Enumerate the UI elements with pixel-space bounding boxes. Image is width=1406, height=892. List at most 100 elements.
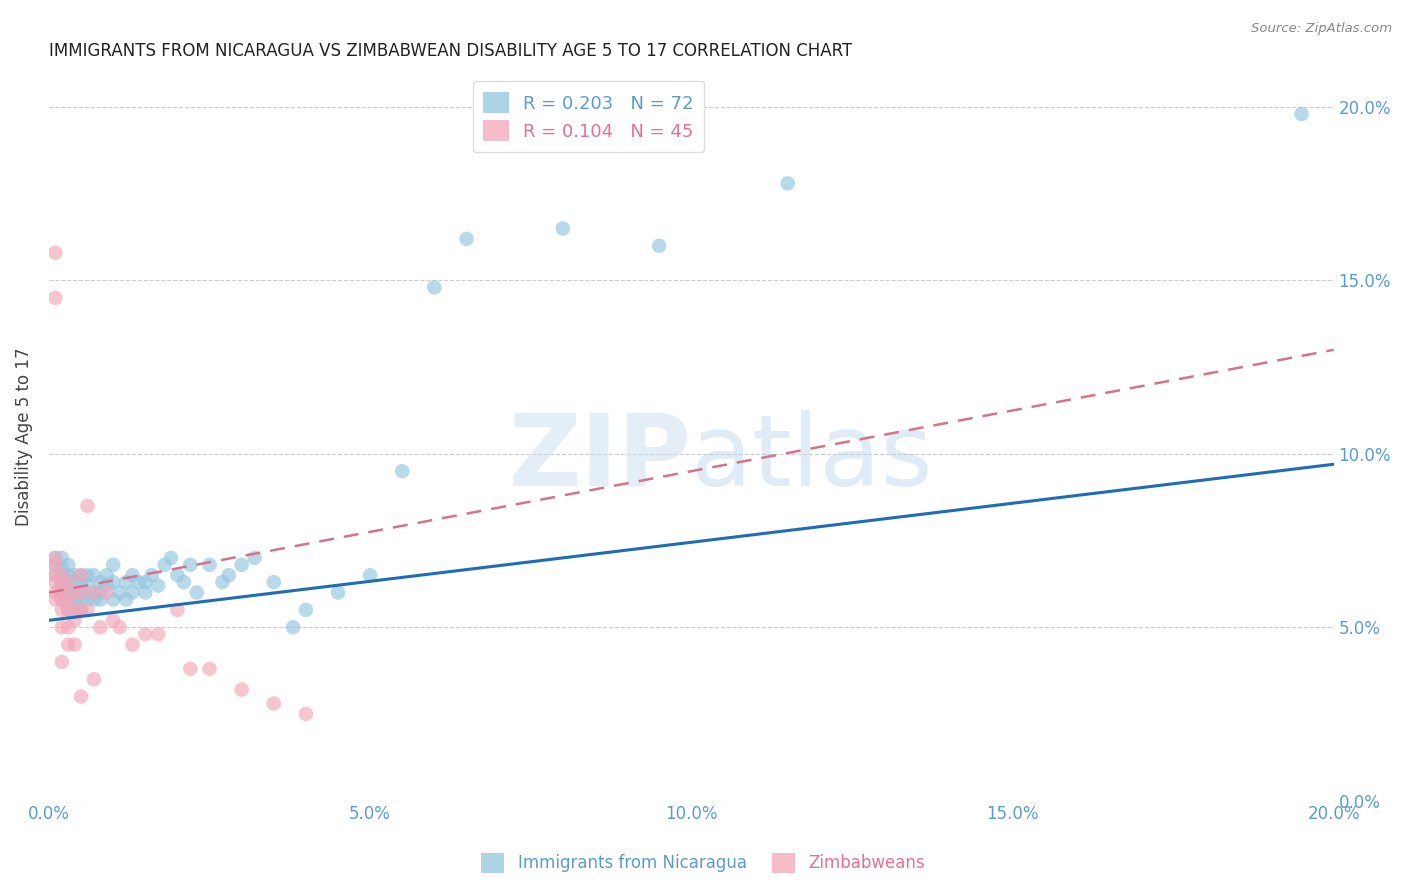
Point <box>198 662 221 676</box>
Point <box>96 585 118 599</box>
Point <box>121 568 143 582</box>
Point <box>89 592 111 607</box>
Point <box>103 592 125 607</box>
Point <box>63 638 86 652</box>
Point <box>58 579 80 593</box>
Point <box>70 690 93 704</box>
Point <box>231 682 253 697</box>
Point <box>44 568 66 582</box>
Point <box>96 568 118 582</box>
Point <box>51 592 73 607</box>
Point <box>63 585 86 599</box>
Point <box>146 627 169 641</box>
Point <box>134 585 156 599</box>
Point <box>44 558 66 572</box>
Point <box>58 603 80 617</box>
Point <box>231 558 253 572</box>
Point <box>134 627 156 641</box>
Point <box>70 585 93 599</box>
Point <box>70 568 93 582</box>
Point <box>83 592 105 607</box>
Point <box>83 568 105 582</box>
Point <box>776 177 799 191</box>
Point <box>76 579 98 593</box>
Point <box>83 672 105 686</box>
Point <box>263 697 285 711</box>
Point <box>76 499 98 513</box>
Point <box>76 568 98 582</box>
Point <box>153 558 176 572</box>
Point <box>58 568 80 582</box>
Point <box>89 575 111 590</box>
Point <box>58 575 80 590</box>
Legend: Immigrants from Nicaragua, Zimbabweans: Immigrants from Nicaragua, Zimbabweans <box>474 847 932 880</box>
Point <box>243 550 266 565</box>
Point <box>70 568 93 582</box>
Point <box>51 568 73 582</box>
Point <box>89 585 111 599</box>
Point <box>63 603 86 617</box>
Point <box>44 568 66 582</box>
Point <box>121 638 143 652</box>
Point <box>70 579 93 593</box>
Point <box>58 592 80 607</box>
Point <box>58 585 80 599</box>
Point <box>51 585 73 599</box>
Point <box>44 575 66 590</box>
Point <box>211 575 233 590</box>
Text: ZIP: ZIP <box>509 409 692 507</box>
Point <box>281 620 304 634</box>
Point <box>76 592 98 607</box>
Point <box>648 239 671 253</box>
Point <box>326 585 349 599</box>
Point <box>295 603 318 617</box>
Point <box>44 291 66 305</box>
Point <box>70 592 93 607</box>
Point <box>51 655 73 669</box>
Point <box>51 575 73 590</box>
Point <box>146 579 169 593</box>
Point <box>218 568 240 582</box>
Point <box>70 603 93 617</box>
Text: IMMIGRANTS FROM NICARAGUA VS ZIMBABWEAN DISABILITY AGE 5 TO 17 CORRELATION CHART: IMMIGRANTS FROM NICARAGUA VS ZIMBABWEAN … <box>49 42 852 60</box>
Point <box>128 575 150 590</box>
Text: Source: ZipAtlas.com: Source: ZipAtlas.com <box>1251 22 1392 36</box>
Point <box>63 575 86 590</box>
Point <box>51 592 73 607</box>
Y-axis label: Disability Age 5 to 17: Disability Age 5 to 17 <box>15 347 32 525</box>
Point <box>51 550 73 565</box>
Point <box>63 592 86 607</box>
Point <box>456 232 478 246</box>
Point <box>44 550 66 565</box>
Point <box>186 585 208 599</box>
Point <box>115 592 138 607</box>
Point <box>134 575 156 590</box>
Point <box>83 585 105 599</box>
Point <box>103 575 125 590</box>
Point <box>295 706 318 721</box>
Text: atlas: atlas <box>692 409 934 507</box>
Point <box>63 585 86 599</box>
Point <box>551 221 574 235</box>
Point <box>1291 107 1313 121</box>
Point <box>96 579 118 593</box>
Point <box>76 603 98 617</box>
Point <box>103 558 125 572</box>
Point <box>121 585 143 599</box>
Point <box>160 550 183 565</box>
Point <box>198 558 221 572</box>
Point <box>63 613 86 627</box>
Point <box>58 592 80 607</box>
Point <box>44 245 66 260</box>
Point <box>391 464 413 478</box>
Point <box>44 585 66 599</box>
Point <box>51 568 73 582</box>
Point <box>51 585 73 599</box>
Point <box>58 558 80 572</box>
Point <box>166 568 188 582</box>
Point <box>51 620 73 634</box>
Point <box>44 592 66 607</box>
Point <box>141 568 163 582</box>
Point <box>115 575 138 590</box>
Point <box>63 568 86 582</box>
